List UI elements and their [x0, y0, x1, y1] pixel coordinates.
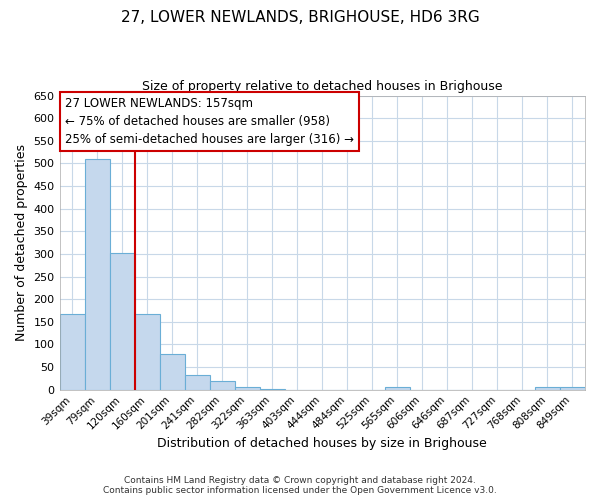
- Bar: [385, 388, 410, 390]
- Bar: [110, 253, 134, 390]
- Bar: [185, 375, 209, 390]
- Bar: [134, 314, 160, 390]
- Title: Size of property relative to detached houses in Brighouse: Size of property relative to detached ho…: [142, 80, 503, 93]
- Bar: [160, 354, 185, 390]
- Text: 27 LOWER NEWLANDS: 157sqm
← 75% of detached houses are smaller (958)
25% of semi: 27 LOWER NEWLANDS: 157sqm ← 75% of detac…: [65, 97, 354, 146]
- Y-axis label: Number of detached properties: Number of detached properties: [15, 144, 28, 341]
- Bar: [560, 388, 585, 390]
- X-axis label: Distribution of detached houses by size in Brighouse: Distribution of detached houses by size …: [157, 437, 487, 450]
- Text: Contains HM Land Registry data © Crown copyright and database right 2024.
Contai: Contains HM Land Registry data © Crown c…: [103, 476, 497, 495]
- Bar: [209, 380, 235, 390]
- Text: 27, LOWER NEWLANDS, BRIGHOUSE, HD6 3RG: 27, LOWER NEWLANDS, BRIGHOUSE, HD6 3RG: [121, 10, 479, 25]
- Bar: [85, 159, 110, 390]
- Bar: [235, 388, 260, 390]
- Bar: [59, 314, 85, 390]
- Bar: [535, 388, 560, 390]
